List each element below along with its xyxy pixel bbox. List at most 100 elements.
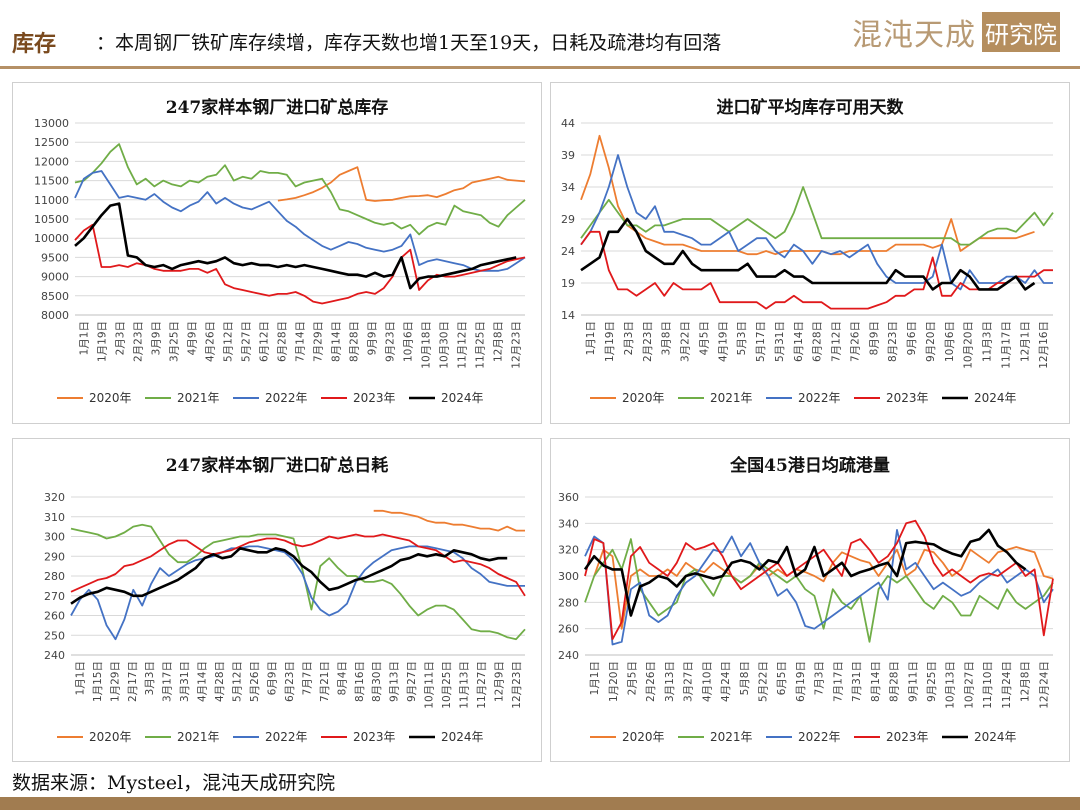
x-tick-label: 7月12日 — [831, 321, 843, 362]
legend-label: 2021年 — [177, 391, 220, 405]
x-tick-label: 6月19日 — [795, 661, 807, 702]
legend-label: 2023年 — [353, 391, 396, 405]
y-tick-label: 13000 — [34, 117, 69, 130]
x-tick-label: 4月24日 — [720, 661, 732, 702]
x-tick-label: 7月3日 — [814, 661, 826, 695]
x-tick-label: 1月15日 — [92, 661, 104, 702]
x-tick-label: 2月3日 — [115, 321, 127, 355]
header-divider — [0, 66, 1080, 69]
y-tick-label: 39 — [561, 149, 575, 162]
series-line — [580, 186, 1054, 246]
legend-label: 2024年 — [974, 391, 1017, 405]
x-tick-label: 6月9日 — [266, 661, 278, 695]
header-label: 库存 — [12, 31, 57, 57]
x-tick-label: 5月31日 — [774, 321, 786, 362]
x-tick-label: 5月3日 — [736, 321, 748, 355]
y-tick-label: 280 — [558, 596, 579, 609]
chart-title: 全国45港日均疏港量 — [729, 455, 890, 476]
x-tick-label: 4月9日 — [187, 321, 199, 355]
y-tick-label: 250 — [44, 629, 65, 642]
x-tick-label: 10月6日 — [403, 321, 415, 362]
y-tick-label: 320 — [558, 544, 579, 557]
legend-label: 2020年 — [622, 391, 665, 405]
y-tick-label: 280 — [44, 570, 65, 583]
series-line — [70, 547, 508, 605]
x-tick-label: 3月17日 — [162, 661, 174, 702]
x-tick-label: 11月12日 — [457, 321, 469, 369]
y-tick-label: 12500 — [34, 136, 69, 149]
legend-label: 2024年 — [974, 730, 1017, 744]
x-tick-label: 1月20日 — [608, 661, 620, 702]
series-line — [70, 523, 526, 641]
x-tick-label: 8月14日 — [870, 661, 882, 702]
legend-label: 2021年 — [177, 730, 220, 744]
y-tick-label: 11500 — [34, 175, 69, 188]
x-tick-label: 9月25日 — [926, 661, 938, 702]
x-tick-label: 5月8日 — [739, 661, 751, 695]
x-tick-label: 11月25日 — [475, 321, 487, 369]
y-tick-label: 24 — [561, 245, 575, 258]
x-tick-label: 3月22日 — [680, 321, 692, 362]
x-tick-label: 8月28日 — [349, 321, 361, 362]
x-tick-label: 7月7日 — [301, 661, 313, 695]
x-tick-label: 6月23日 — [284, 661, 296, 702]
chart-panel-inventory: 247家样本钢厂进口矿总库存 8000 8500 9000 9500 10000 10500… — [12, 82, 542, 424]
y-tick-label: 10000 — [34, 232, 69, 245]
x-tick-label: 12月16日 — [1038, 321, 1050, 369]
x-tick-label: 2月23日 — [642, 321, 654, 362]
x-tick-label: 9月9日 — [367, 321, 379, 355]
x-tick-label: 10月18日 — [421, 321, 433, 369]
x-tick-label: 7月14日 — [295, 321, 307, 362]
x-tick-label: 12月23日 — [511, 321, 523, 369]
x-tick-label: 12月24日 — [1038, 661, 1050, 709]
series-line — [74, 170, 526, 272]
x-tick-label: 9月13日 — [389, 661, 401, 702]
x-tick-label: 2月17日 — [127, 661, 139, 702]
brand-logo: 混沌天成 研究院 — [852, 10, 1060, 54]
series-line — [583, 528, 1027, 617]
x-tick-label: 9月20日 — [925, 321, 937, 362]
series-line — [584, 538, 1054, 643]
x-tick-label: 1月29日 — [109, 661, 121, 702]
legend-label: 2023年 — [353, 730, 396, 744]
x-tick-label: 10月20日 — [963, 321, 975, 369]
legend-label: 2022年 — [265, 730, 308, 744]
legend-label: 2020年 — [89, 391, 132, 405]
x-tick-label: 6月28日 — [277, 321, 289, 362]
x-tick-label: 5月12日 — [232, 661, 244, 702]
x-tick-label: 8月14日 — [331, 321, 343, 362]
x-tick-label: 9月11日 — [907, 661, 919, 702]
legend-label: 2021年 — [710, 391, 753, 405]
x-tick-label: 4月10日 — [701, 661, 713, 702]
x-tick-label: 12月23日 — [511, 661, 523, 709]
x-tick-label: 10月13日 — [945, 661, 957, 709]
x-tick-label: 2月26日 — [645, 661, 657, 702]
y-tick-label: 320 — [44, 491, 65, 504]
x-tick-label: 11月3日 — [982, 321, 994, 362]
y-tick-label: 260 — [558, 623, 579, 636]
y-tick-label: 300 — [558, 570, 579, 583]
x-tick-label: 8月16日 — [354, 661, 366, 702]
series-line — [70, 533, 526, 597]
x-tick-label: 11月24日 — [1001, 661, 1013, 709]
x-tick-label: 8月23日 — [887, 321, 899, 362]
x-tick-label: 4月28日 — [214, 661, 226, 702]
x-tick-label: 10月27日 — [963, 661, 975, 709]
y-tick-label: 9500 — [41, 251, 69, 264]
x-tick-label: 2月3日 — [623, 321, 635, 355]
x-tick-label: 8月4日 — [336, 661, 348, 695]
x-tick-label: 8月30日 — [371, 661, 383, 702]
x-tick-label: 7月29日 — [313, 321, 325, 362]
x-tick-label: 10月30日 — [439, 321, 451, 369]
x-tick-label: 6月28日 — [812, 321, 824, 362]
x-tick-label: 7月21日 — [319, 661, 331, 702]
x-tick-label: 11月17日 — [1000, 321, 1012, 369]
x-tick-label: 9月23日 — [385, 321, 397, 362]
brand-name: 混沌天成 — [852, 18, 976, 53]
y-tick-label: 8000 — [41, 309, 69, 322]
chart-title: 247家样本钢厂进口矿总库存 — [166, 97, 389, 118]
series-line — [580, 230, 1053, 310]
chart-consumption: 247家样本钢厂进口矿总日耗 240 250 260 270 280 290 300 310 32… — [44, 455, 526, 744]
x-tick-label: 1月1日 — [74, 661, 86, 695]
y-tick-label: 44 — [561, 117, 575, 130]
